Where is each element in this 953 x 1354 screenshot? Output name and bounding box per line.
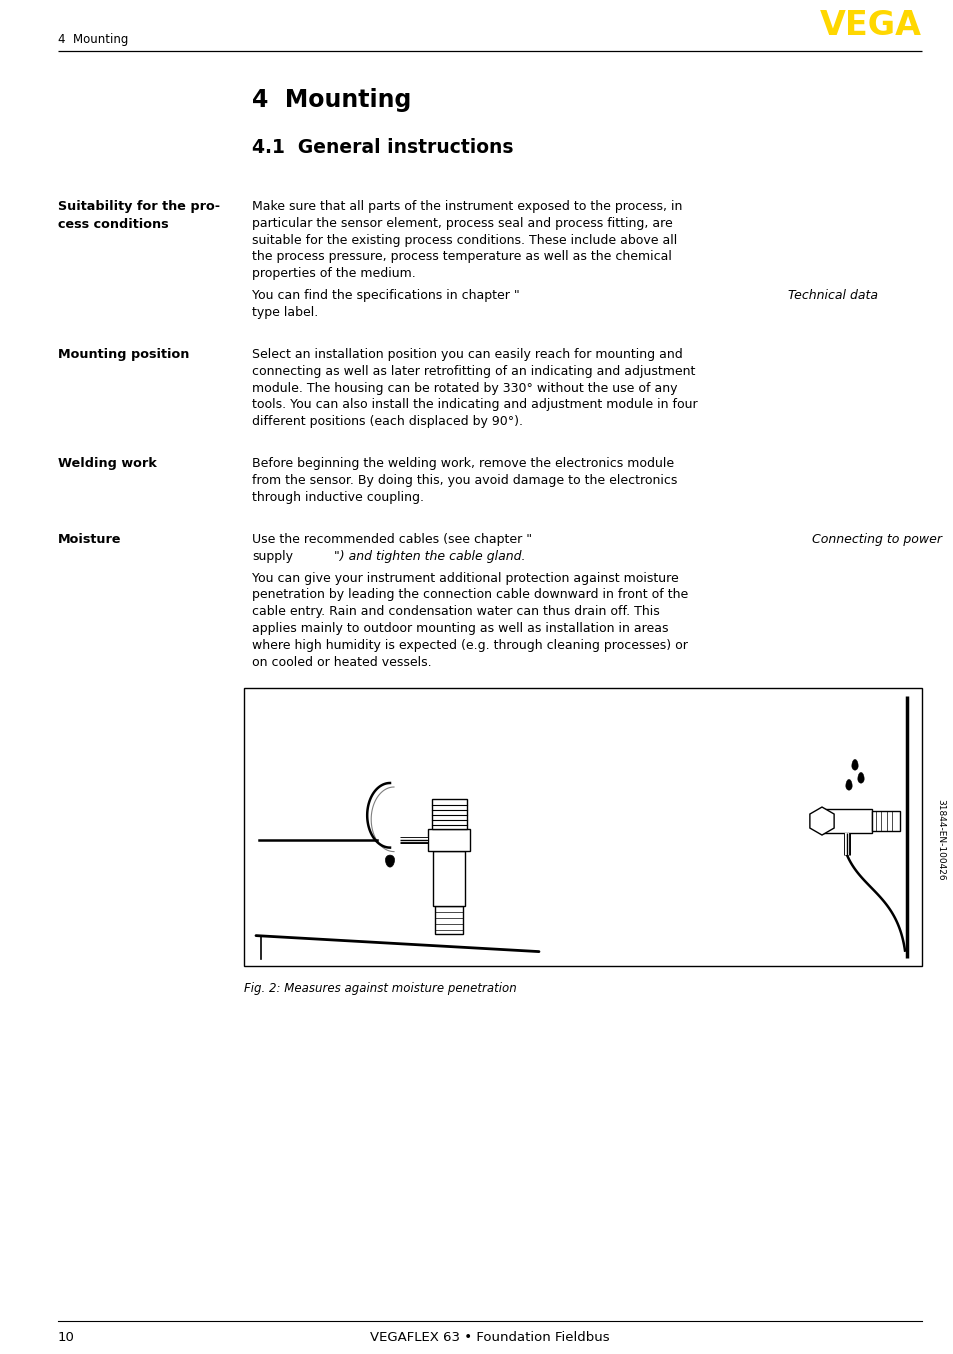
Polygon shape [385,856,395,867]
Text: Suitability for the pro-
cess conditions: Suitability for the pro- cess conditions [58,200,220,230]
Text: Select an installation position you can easily reach for mounting and: Select an installation position you can … [252,348,682,362]
Text: 31844-EN-100426: 31844-EN-100426 [936,799,944,880]
Polygon shape [845,780,851,791]
Text: applies mainly to outdoor mounting as well as installation in areas: applies mainly to outdoor mounting as we… [252,621,668,635]
Text: Use the recommended cables (see chapter ": Use the recommended cables (see chapter … [252,533,532,546]
Text: Mounting position: Mounting position [58,348,190,362]
Text: You can find the specifications in chapter ": You can find the specifications in chapt… [252,290,519,302]
Polygon shape [857,772,863,783]
Bar [431,799,466,829]
Text: Connecting to power: Connecting to power [811,533,942,546]
Text: connecting as well as later retrofitting of an indicating and adjustment: connecting as well as later retrofitting… [252,364,695,378]
Text: particular the sensor element, process seal and process fitting, are: particular the sensor element, process s… [252,217,672,230]
Text: VEGAFLEX 63 • Foundation Fieldbus: VEGAFLEX 63 • Foundation Fieldbus [370,1331,609,1345]
Text: through inductive coupling.: through inductive coupling. [252,490,423,504]
Text: You can give your instrument additional protection against moisture: You can give your instrument additional … [252,571,678,585]
Polygon shape [809,807,833,835]
Bar [433,850,464,906]
Text: on cooled or heated vessels.: on cooled or heated vessels. [252,655,431,669]
Bar [871,811,899,831]
Text: suitable for the existing process conditions. These include above all: suitable for the existing process condit… [252,234,677,246]
Text: supply: supply [252,550,293,563]
Polygon shape [851,760,858,770]
Text: Fig. 2: Measures against moisture penetration: Fig. 2: Measures against moisture penetr… [244,982,517,995]
Text: Welding work: Welding work [58,458,156,470]
Text: module. The housing can be rotated by 330° without the use of any: module. The housing can be rotated by 33… [252,382,677,394]
Text: type label.: type label. [252,306,318,320]
Text: ") and tighten the cable gland.: ") and tighten the cable gland. [334,550,525,563]
Text: 10: 10 [58,1331,74,1345]
Text: penetration by leading the connection cable downward in front of the: penetration by leading the connection ca… [252,589,687,601]
Text: 4  Mounting: 4 Mounting [58,32,129,46]
Text: Moisture: Moisture [58,533,121,546]
Text: cable entry. Rain and condensation water can thus drain off. This: cable entry. Rain and condensation water… [252,605,659,619]
Bar [435,906,462,934]
Text: 4.1  General instructions: 4.1 General instructions [252,138,513,157]
Text: 4  Mounting: 4 Mounting [252,88,411,112]
Text: where high humidity is expected (e.g. through cleaning processes) or: where high humidity is expected (e.g. th… [252,639,687,651]
Text: from the sensor. By doing this, you avoid damage to the electronics: from the sensor. By doing this, you avoi… [252,474,677,487]
Text: Before beginning the welding work, remove the electronics module: Before beginning the welding work, remov… [252,458,674,470]
Text: tools. You can also install the indicating and adjustment module in four: tools. You can also install the indicati… [252,398,697,412]
Bar [821,810,871,833]
Text: Technical data: Technical data [786,290,877,302]
Text: different positions (each displaced by 90°).: different positions (each displaced by 9… [252,416,522,428]
Text: the process pressure, process temperature as well as the chemical: the process pressure, process temperatur… [252,250,671,264]
Bar [244,688,921,965]
Bar [428,829,470,850]
Text: properties of the medium.: properties of the medium. [252,267,416,280]
Text: VEGA: VEGA [820,9,921,42]
Text: Make sure that all parts of the instrument exposed to the process, in: Make sure that all parts of the instrume… [252,200,681,213]
